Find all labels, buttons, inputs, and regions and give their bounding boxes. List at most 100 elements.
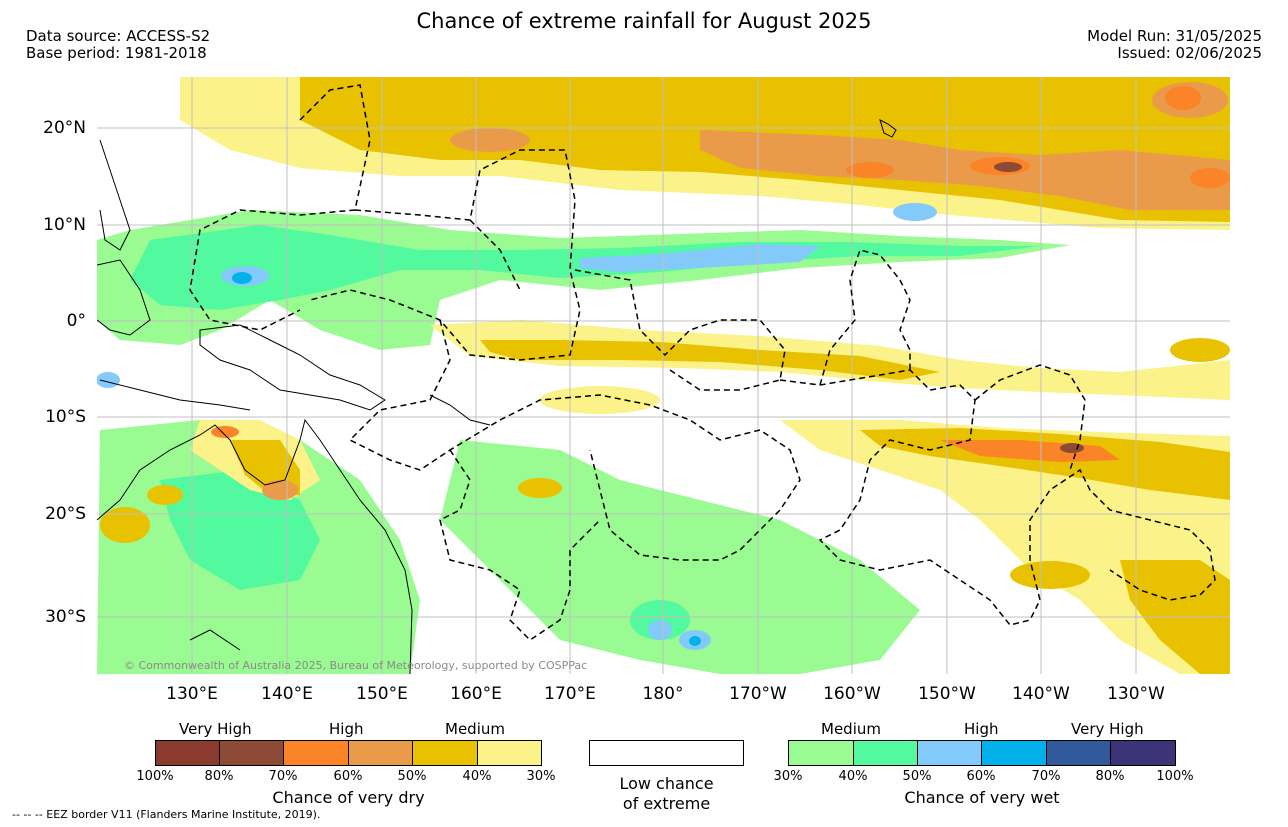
lon-label-170w: 170°W: [729, 684, 787, 704]
dry-patch-north-very-high: [846, 162, 894, 178]
legend-wet-level-very-high: Very High: [1071, 720, 1144, 738]
dry-patch-medium: [1010, 561, 1090, 589]
lon-label-140w: 140°W: [1012, 684, 1070, 704]
legend-wet-tick: 50%: [902, 769, 932, 784]
legend-dry-tick: 30%: [526, 769, 556, 784]
map-field: [97, 77, 1230, 674]
legend-dry-tick: 60%: [333, 769, 363, 784]
legend-dry-swatch: [477, 740, 542, 766]
wet-band-equator-high: [580, 244, 820, 272]
dry-band-spcz-medium: [860, 428, 1230, 500]
lat-label-equator: 0°: [66, 311, 86, 331]
legend-dry-tick: 80%: [204, 769, 234, 784]
legend-dry-swatch: [219, 740, 284, 766]
legend-wet-swatch: [917, 740, 982, 766]
lon-label-170e: 170°E: [544, 684, 596, 704]
wet-patch-high: [648, 620, 672, 640]
wet-tasman: [440, 440, 920, 674]
legend-wet-swatch: [788, 740, 854, 766]
legend-dry-level-medium: Medium: [445, 720, 505, 738]
eez-border: [819, 249, 911, 386]
wet-patch-high: [893, 203, 937, 221]
lat-label-10n: 10°N: [43, 215, 86, 235]
lat-label-20s: 20°S: [45, 504, 86, 524]
legend-dry-level-high: High: [329, 720, 364, 738]
eez-border: [309, 149, 581, 361]
lon-label-150w: 150°W: [918, 684, 976, 704]
legend-wet-tick: 30%: [773, 769, 803, 784]
solomon-islands-coast: [429, 394, 491, 426]
dry-patch-north-very-high: [1190, 168, 1230, 188]
legend-wet-level-high: High: [964, 720, 999, 738]
wet-patch-high: [97, 372, 120, 388]
eez-border: [974, 364, 1086, 471]
legend-dry-level-very-high: Very High: [179, 720, 252, 738]
legend-dry-caption: Chance of very dry: [272, 788, 425, 807]
dry-patch-extreme: [1060, 443, 1084, 453]
dry-patch-low: [540, 386, 660, 414]
new-zealand-coast: [189, 629, 241, 651]
dry-patch-high: [262, 480, 298, 500]
dry-patch-high: [211, 426, 239, 438]
legend-dry-swatch: [283, 740, 349, 766]
wet-patch-very-high: [232, 272, 252, 284]
lon-label-150e: 150°E: [356, 684, 408, 704]
legend-wet-tick: 70%: [1031, 769, 1061, 784]
legend-dry-tick: 40%: [462, 769, 492, 784]
legend-wet-tick: 40%: [838, 769, 868, 784]
legend-wet-tick: 60%: [966, 769, 996, 784]
borneo-coast: [97, 259, 151, 336]
legend-wet-swatch: [853, 740, 918, 766]
australia-coast: [97, 418, 413, 674]
legend-wet-tick: 80%: [1095, 769, 1125, 784]
legend-wet-swatch: [981, 740, 1047, 766]
lon-label-160e: 160°E: [450, 684, 502, 704]
legend-low-caption: Low chance of extreme: [589, 774, 744, 814]
eez-border: [779, 369, 1216, 626]
legend-dry-tick: 70%: [268, 769, 298, 784]
legend-low-caption-line1: Low chance: [619, 774, 714, 793]
eez-border-note: -- -- -- EEZ border V11 (Flanders Marine…: [12, 808, 321, 821]
dry-patch-north-extreme: [994, 162, 1022, 172]
legend-low-swatch: [589, 740, 744, 766]
data-source-text: Data source: ACCESS-S2: [26, 27, 211, 45]
dry-patch-north-high: [450, 128, 530, 152]
legend-dry-swatch: [348, 740, 413, 766]
run-info: Model Run: 31/05/2025 Issued: 02/06/2025: [1087, 28, 1262, 62]
dry-patch-north-very-high: [1165, 86, 1201, 110]
legend-dry-swatch: [412, 740, 478, 766]
legend-dry-tick: 100%: [136, 769, 174, 784]
copyright-notice: © Commonwealth of Australia 2025, Bureau…: [124, 659, 588, 672]
dry-patch-medium: [518, 478, 562, 498]
graticule: [97, 77, 1230, 674]
indonesia-coast: [99, 379, 251, 411]
legend-wet-swatch: [1046, 740, 1111, 766]
lon-label-160w: 160°W: [823, 684, 881, 704]
eez-border: [348, 319, 801, 561]
dry-patch-medium: [1170, 338, 1230, 362]
wet-patch-very-high: [689, 636, 701, 646]
lat-label-10s: 10°S: [45, 407, 86, 427]
lon-label-180: 180°: [642, 684, 684, 704]
dry-patch-medium: [100, 507, 150, 543]
legend-wet-level-medium: Medium: [821, 720, 881, 738]
coastlines: [97, 119, 897, 674]
new-guinea-coast: [199, 324, 386, 411]
eez-border: [469, 219, 521, 291]
eez-borders: [189, 84, 1216, 641]
legend-wet-caption: Chance of very wet: [904, 788, 1060, 807]
issued-text: Issued: 02/06/2025: [1117, 44, 1262, 62]
legend-wet-swatch: [1110, 740, 1176, 766]
lon-label-130e: 130°E: [166, 684, 218, 704]
lon-label-130w: 130°W: [1107, 684, 1165, 704]
hawaii-coast: [879, 119, 897, 138]
lat-label-30s: 30°S: [45, 607, 86, 627]
model-run-text: Model Run: 31/05/2025: [1087, 27, 1262, 45]
dry-patch-medium: [147, 485, 183, 505]
legend-dry-tick: 50%: [397, 769, 427, 784]
dry-patch-north-high: [700, 130, 1230, 210]
map-title: Chance of extreme rainfall for August 20…: [416, 9, 872, 33]
philippines-coast: [99, 139, 131, 251]
data-source-info: Data source: ACCESS-S2 Base period: 1981…: [26, 28, 210, 62]
